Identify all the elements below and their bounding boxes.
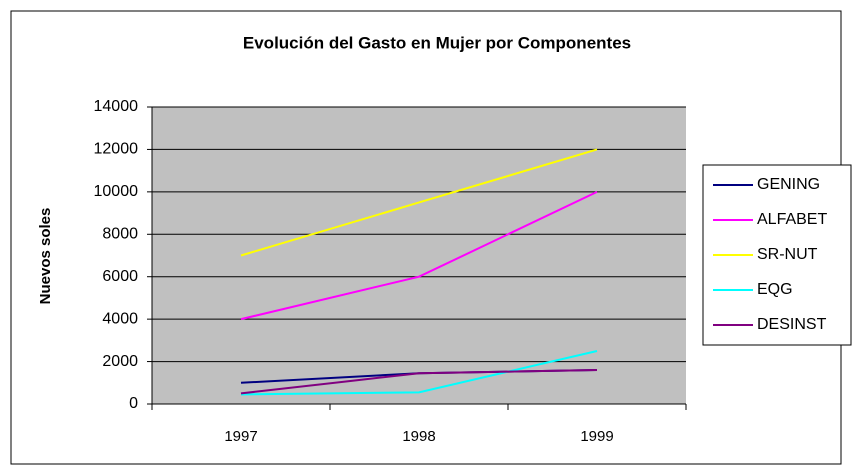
legend-label: ALFABET [757,211,827,228]
plot-area [152,107,686,404]
y-tick-label: 2000 [102,353,138,370]
y-axis-label: Nuevos soles [37,208,54,305]
legend-label: DESINST [757,316,827,333]
y-tick-label: 4000 [102,310,138,327]
y-tick-label: 0 [129,395,138,412]
legend-label: EQG [757,281,793,298]
y-tick-label: 12000 [94,141,139,158]
legend-label: GENING [757,176,820,193]
x-tick-label: 1997 [224,428,257,445]
x-tick-label: 1998 [402,428,435,445]
chart-title: Evolución del Gasto en Mujer por Compone… [243,33,631,52]
legend-label: SR-NUT [757,246,818,263]
x-tick-label: 1999 [580,428,613,445]
y-tick-label: 8000 [102,226,138,243]
series-line [240,190,598,321]
y-tick-label: 14000 [94,98,139,115]
series-line [240,349,598,396]
series-line [240,148,598,257]
y-tick-label: 10000 [94,183,139,200]
series-line [240,369,598,395]
y-tick-label: 6000 [102,268,138,285]
